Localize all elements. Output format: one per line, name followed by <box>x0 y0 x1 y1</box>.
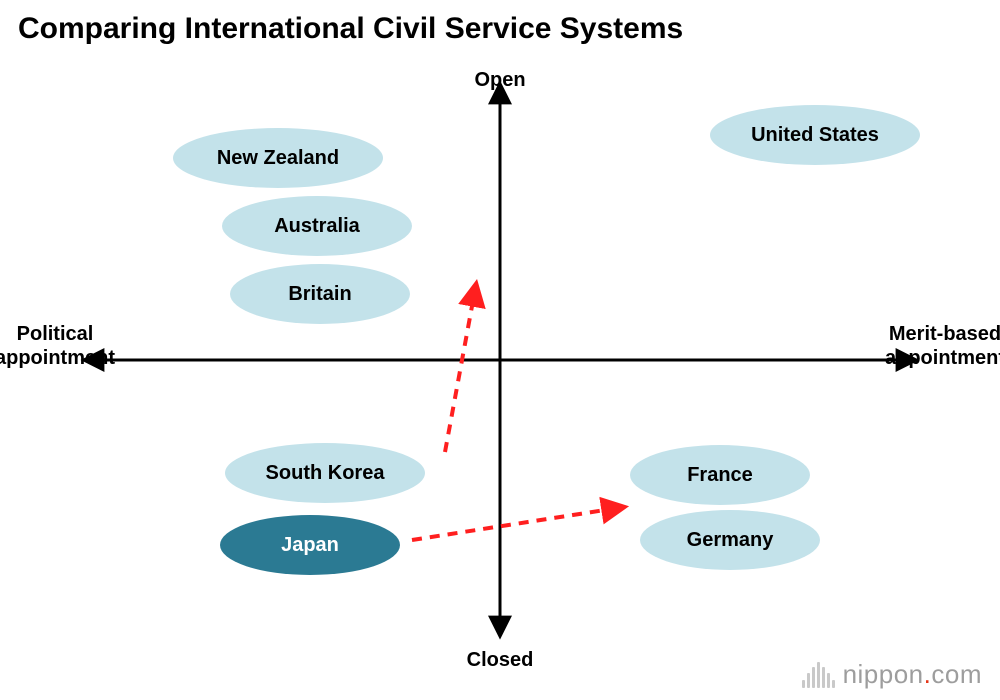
node-australia: Australia <box>222 196 412 256</box>
axis-label-left-line2: appointment <box>0 347 115 369</box>
quadrant-chart: United States New Zealand Australia Britain… <box>0 60 1000 660</box>
axis-label-right: Merit-based appointment <box>885 322 1000 370</box>
logo-bars-icon <box>802 662 835 688</box>
axis-label-left-line1: Political <box>17 323 94 345</box>
branding-suffix: com <box>931 659 982 689</box>
branding-prefix: nippon <box>843 659 924 689</box>
node-newzealand: New Zealand <box>173 128 383 188</box>
trend-arrow-0 <box>412 508 618 540</box>
axis-label-right-line2: appointment <box>885 347 1000 369</box>
axis-label-right-line1: Merit-based <box>889 323 1000 345</box>
node-southkorea: South Korea <box>225 443 425 503</box>
node-germany: Germany <box>640 510 820 570</box>
node-france: France <box>630 445 810 505</box>
page-title: Comparing International Civil Service Sy… <box>18 12 683 46</box>
axis-label-bottom: Closed <box>467 648 534 672</box>
node-japan: Japan <box>220 515 400 575</box>
node-usa: United States <box>710 105 920 165</box>
node-britain: Britain <box>230 264 410 324</box>
branding-text: nippon.com <box>843 659 982 690</box>
axis-label-top: Open <box>474 68 525 92</box>
axis-label-left: Political appointment <box>0 322 115 370</box>
branding-logo: nippon.com <box>802 659 982 690</box>
trend-arrow-1 <box>445 290 475 452</box>
